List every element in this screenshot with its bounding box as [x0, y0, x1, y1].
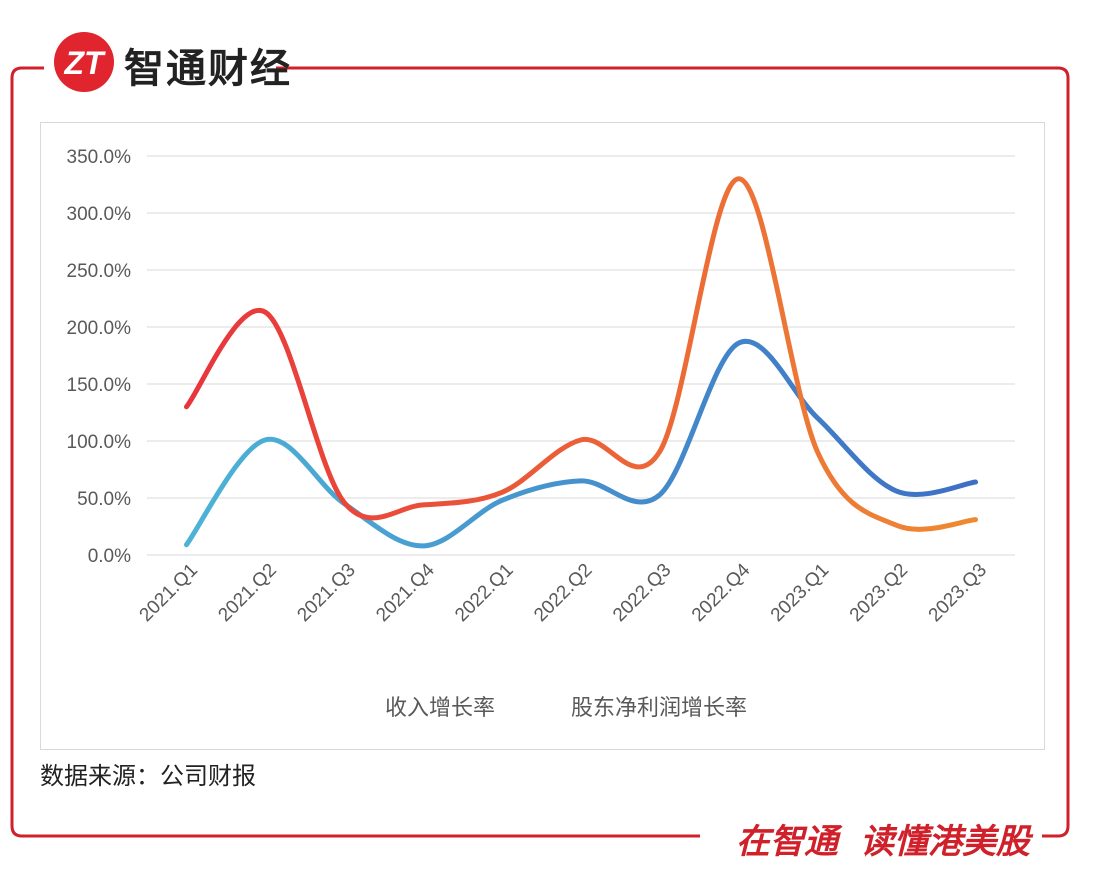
x-tick-label: 2023.Q1 — [767, 560, 833, 626]
slogan-right: 读懂港美股 — [860, 822, 1030, 862]
x-tick-label: 2023.Q2 — [846, 560, 912, 626]
x-tick-label: 2022.Q4 — [688, 559, 755, 626]
x-axis-ticks: 2021.Q1 2021.Q2 2021.Q3 2021.Q4 2022.Q1 2022.… — [136, 559, 991, 626]
y-tick-label: 100.0% — [67, 432, 132, 453]
y-axis-ticks: 0.0% 50.0% 100.0% 150.0% 200.0% 250.0% 300.0% 3… — [67, 147, 132, 567]
series-lines — [183, 176, 979, 549]
legend-label: 收入增长率 — [385, 695, 495, 720]
y-tick-label: 250.0% — [67, 261, 132, 282]
y-tick-label: 150.0% — [67, 375, 132, 396]
y-tick-label: 350.0% — [67, 147, 132, 168]
x-tick-label: 2021.Q3 — [293, 560, 359, 626]
x-tick-label: 2023.Q3 — [925, 560, 991, 626]
grid-lines — [147, 155, 1015, 556]
x-tick-label: 2022.Q1 — [451, 560, 517, 626]
legend-label: 股东净利润增长率 — [571, 695, 747, 720]
line-chart: 0.0% 50.0% 100.0% 150.0% 200.0% 250.0% 300.0% 3… — [67, 147, 1015, 720]
series-line — [183, 176, 979, 532]
slogan-left: 在智通 — [736, 822, 838, 862]
x-tick-label: 2022.Q2 — [530, 560, 596, 626]
legend: 收入增长率 股东净利润增长率 — [320, 695, 747, 720]
y-tick-label: 50.0% — [77, 489, 131, 510]
y-tick-label: 300.0% — [67, 204, 132, 225]
brand-name: 智通财经 — [124, 46, 292, 92]
logo-mark: ZT — [63, 45, 106, 81]
series-line — [183, 338, 979, 549]
x-tick-label: 2021.Q1 — [136, 560, 202, 626]
x-tick-label: 2021.Q2 — [214, 560, 280, 626]
y-tick-label: 200.0% — [67, 318, 132, 339]
brand-logo: ZT — [54, 32, 114, 92]
slogan: 在智通 读懂港美股 — [732, 814, 1034, 863]
chart-panel: 0.0% 50.0% 100.0% 150.0% 200.0% 250.0% 300.0% 3… — [40, 122, 1045, 750]
data-source-note: 数据来源：公司财报 — [40, 762, 256, 790]
x-tick-label: 2021.Q4 — [372, 559, 439, 626]
x-tick-label: 2022.Q3 — [609, 560, 675, 626]
y-tick-label: 0.0% — [88, 546, 131, 567]
